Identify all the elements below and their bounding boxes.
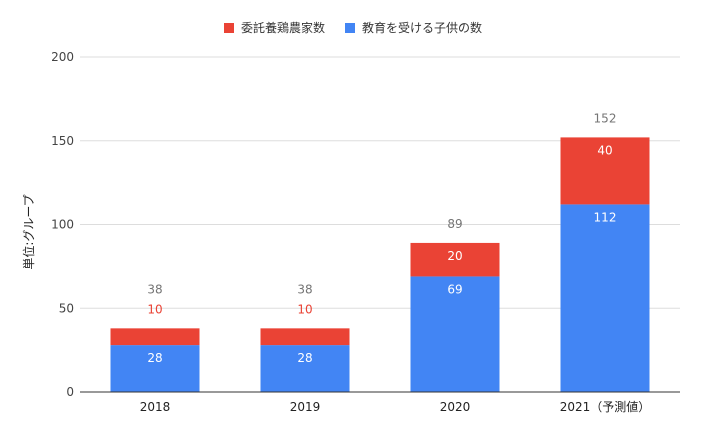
data-label: 28 — [297, 351, 312, 365]
data-label: 20 — [447, 249, 462, 263]
legend-label: 委託養鶏農家数 — [241, 20, 325, 35]
bars — [110, 137, 650, 392]
total-label: 38 — [147, 282, 162, 296]
legend-label: 教育を受ける子供の数 — [362, 20, 482, 35]
y-tick-label: 150 — [51, 134, 74, 148]
bar-segment — [110, 345, 200, 392]
y-axis-label: 単位:グループ — [21, 194, 36, 269]
x-tick-label: 2018 — [140, 400, 171, 414]
legend-swatch — [345, 23, 355, 33]
data-label: 40 — [597, 143, 612, 157]
data-labels: 28 10 38 28 10 38 69 20 89 112 40 152 — [147, 111, 616, 365]
y-axis-ticks: 0 50 100 150 200 — [51, 50, 74, 399]
bar-segment — [410, 276, 500, 392]
bar-segment — [560, 137, 650, 205]
bar-segment — [260, 328, 350, 346]
total-label: 152 — [594, 111, 617, 125]
data-label: 28 — [147, 351, 162, 365]
y-tick-label: 200 — [51, 50, 74, 64]
data-label: 10 — [297, 302, 312, 316]
legend-swatch — [224, 23, 234, 33]
x-tick-label: 2020 — [440, 400, 471, 414]
total-label: 38 — [297, 282, 312, 296]
x-axis-ticks: 2018 2019 2020 2021（予測値） — [140, 399, 651, 414]
data-label: 69 — [447, 282, 462, 296]
bar-segment — [560, 204, 650, 392]
y-tick-label: 0 — [66, 385, 74, 399]
bar-segment — [410, 242, 500, 277]
y-tick-label: 50 — [59, 301, 74, 315]
bar-segment — [260, 345, 350, 392]
x-tick-label: 2019 — [290, 400, 321, 414]
data-label: 10 — [147, 302, 162, 316]
total-label: 89 — [447, 217, 462, 231]
legend: 委託養鶏農家数 教育を受ける子供の数 — [224, 20, 482, 35]
x-tick-label: 2021（予測値） — [560, 399, 651, 414]
bar-segment — [110, 328, 200, 346]
y-tick-label: 100 — [51, 218, 74, 232]
data-label: 112 — [594, 210, 617, 224]
